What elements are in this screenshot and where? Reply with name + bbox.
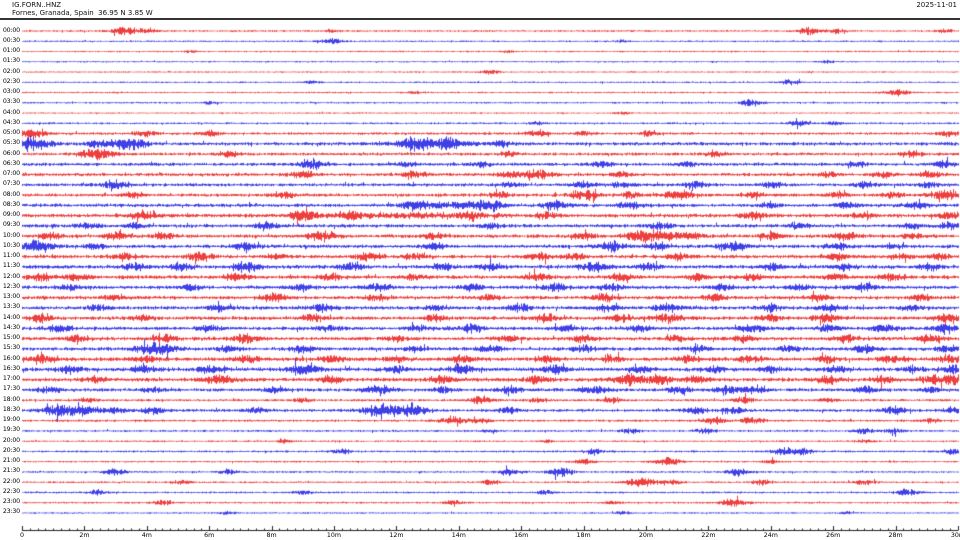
x-axis-tick-label: 4m — [141, 532, 152, 539]
row-time-label: 00:30 — [2, 36, 20, 44]
x-axis-tick-label: 22m — [701, 532, 716, 539]
row-time-label: 07:00 — [2, 170, 20, 178]
row-time-label: 20:00 — [2, 436, 20, 444]
row-time-label: 16:30 — [2, 364, 20, 372]
row-time-label: 21:00 — [2, 457, 20, 465]
row-time-label: 13:00 — [2, 293, 20, 301]
row-time-label: 22:00 — [2, 477, 20, 485]
row-time-label: 00:00 — [2, 26, 20, 34]
x-axis-tick-label: 28m — [888, 532, 903, 539]
row-time-label: 16:00 — [2, 354, 20, 362]
row-time-label: 17:30 — [2, 385, 20, 393]
x-axis-tick-label: 18m — [576, 532, 591, 539]
row-time-label: 09:30 — [2, 221, 20, 229]
row-time-label: 19:00 — [2, 416, 20, 424]
row-time-label: 13:30 — [2, 303, 20, 311]
row-time-label: 04:00 — [2, 108, 20, 116]
row-time-label: 01:00 — [2, 47, 20, 54]
row-time-label: 12:00 — [2, 272, 20, 280]
row-time-label: 20:30 — [2, 446, 20, 454]
row-time-label: 02:30 — [2, 77, 20, 85]
x-axis-tick-label: 6m — [204, 532, 215, 539]
x-axis-tick-label: 24m — [763, 532, 778, 539]
row-time-label: 18:30 — [2, 405, 20, 413]
x-axis-tick-label: 14m — [451, 532, 466, 539]
row-time-label: 14:30 — [2, 323, 20, 331]
x-axis-tick-label: 0 — [19, 532, 25, 539]
row-time-label: 10:30 — [2, 241, 20, 249]
row-time-label: 19:30 — [2, 426, 20, 434]
row-time-label: 03:00 — [2, 88, 20, 96]
x-axis-tick-label: 12m — [389, 532, 404, 539]
row-time-label: 01:30 — [2, 57, 20, 65]
x-axis-tick-label: 20m — [638, 532, 654, 539]
x-axis-tick-label: 2m — [79, 532, 90, 539]
row-time-label: 22:30 — [2, 487, 20, 495]
row-time-label: 05:30 — [2, 139, 20, 147]
x-axis-tick-label: 26m — [826, 532, 841, 539]
row-time-label: 06:30 — [2, 159, 20, 167]
x-axis-tick-label: 8m — [266, 532, 277, 539]
row-time-label: 04:30 — [2, 118, 20, 126]
row-time-label: 02:00 — [2, 67, 20, 75]
x-axis-tick-label: 16m — [514, 532, 529, 539]
row-time-label: 23:00 — [2, 498, 20, 506]
x-axis-tick-label: 30m — [950, 532, 960, 539]
row-time-label: 14:00 — [2, 313, 20, 321]
x-axis-tick-label: 10m — [326, 532, 342, 539]
row-time-label: 11:30 — [2, 262, 20, 270]
row-time-label: 06:00 — [2, 149, 20, 157]
row-time-label: 15:30 — [2, 344, 20, 352]
row-time-label: 15:00 — [2, 334, 20, 342]
row-time-label: 10:00 — [2, 231, 20, 239]
row-time-label: 08:00 — [2, 190, 20, 198]
row-time-label: 12:30 — [2, 282, 20, 290]
row-time-label: 07:30 — [2, 180, 20, 188]
row-time-label: 17:00 — [2, 375, 20, 383]
row-time-label: 21:30 — [2, 467, 20, 475]
row-time-label: 08:30 — [2, 200, 20, 208]
row-time-label: 18:00 — [2, 395, 20, 403]
row-time-label: 23:30 — [2, 508, 20, 516]
row-time-label: 03:30 — [2, 98, 20, 106]
row-time-label: 05:00 — [2, 129, 20, 137]
row-time-label: 11:00 — [2, 252, 20, 260]
row-time-label: 09:00 — [2, 211, 20, 219]
